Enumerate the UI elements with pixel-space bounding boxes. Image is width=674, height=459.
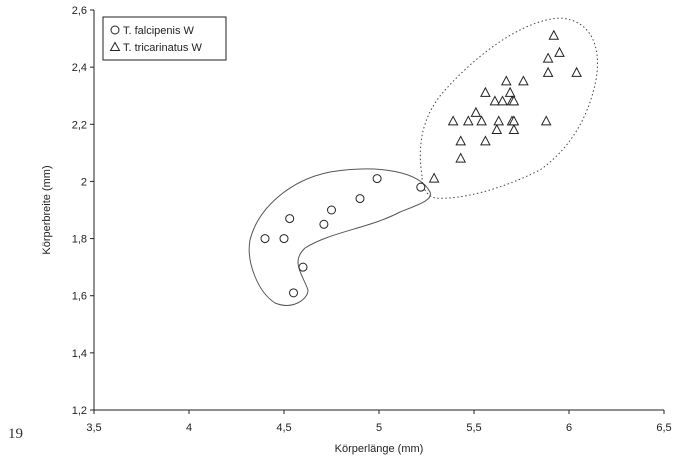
tricarinatus-point (447, 115, 459, 126)
y-tick-label: 2,6 (72, 5, 87, 17)
falcipenis-point (372, 174, 382, 184)
falcipenis-point (285, 214, 295, 224)
figure-number: 19 (8, 426, 23, 442)
data-points (260, 29, 582, 298)
y-tick-label: 1,4 (72, 348, 87, 360)
falcipenis-point (298, 262, 308, 272)
tricarinatus-point (462, 115, 474, 126)
tricarinatus-point (500, 75, 512, 86)
legend-box (102, 16, 227, 61)
tricarinatus-point (455, 152, 467, 163)
x-tick-label: 4,5 (276, 422, 291, 434)
tricarinatus-point (508, 95, 520, 106)
legend-label-falcipenis: T. falcipenis W (123, 25, 195, 37)
tricarinatus-point (489, 95, 501, 106)
legend-label-tricarinatus: T. tricarinatus W (123, 42, 202, 54)
cluster-outlines (248, 17, 598, 306)
x-tick-label: 3,5 (86, 422, 101, 434)
x-tick-label: 5 (376, 422, 382, 434)
y-tick-label: 2,2 (72, 119, 87, 131)
falcipenis-cluster-outline (248, 168, 431, 306)
tricarinatus-point (542, 52, 554, 63)
falcipenis-point (355, 194, 365, 204)
tricarinatus-point (504, 86, 516, 97)
tricarinatus-point (571, 66, 582, 77)
x-tick-label: 5,5 (466, 422, 481, 434)
y-tick-label: 1,2 (72, 405, 87, 417)
y-tick-label: 2,4 (72, 62, 87, 74)
y-tick-label: 2 (81, 176, 87, 188)
y-tick-label: 1,6 (72, 291, 87, 303)
tricarinatus-point (480, 86, 491, 97)
y-axis-title: Körperbreite (mm) (41, 165, 53, 254)
legend-triangle-icon (109, 41, 121, 51)
axis-ticks: 3,5 4 4,5 5 5,5 6 6,5 1,2 1,4 1,6 1,8 2 2,2 2,4 2,6 (72, 5, 672, 434)
tricarinatus-point (470, 106, 482, 117)
falcipenis-point (319, 219, 329, 229)
falcipenis-point (260, 234, 270, 244)
legend: T. falcipenis W T. tricarinatus W (102, 16, 227, 61)
tricarinatus-point (497, 95, 508, 106)
tricarinatus-point (548, 29, 560, 40)
y-tick-label: 1,8 (72, 234, 87, 246)
tricarinatus-point (455, 135, 467, 146)
tricarinatus-point (508, 123, 520, 134)
falcipenis-point (289, 288, 298, 298)
x-tick-label: 6,5 (656, 422, 671, 434)
axes (93, 10, 664, 411)
falcipenis-point (327, 205, 336, 215)
tricarinatus-point (480, 135, 491, 146)
tricarinatus-point (518, 75, 529, 86)
tricarinatus-point (491, 123, 503, 134)
tricarinatus-point (540, 115, 552, 126)
tricarinatus-point (554, 46, 565, 57)
x-tick-label: 6 (566, 422, 572, 434)
x-tick-label: 4 (186, 422, 192, 434)
legend-circle-icon (110, 25, 120, 35)
falcipenis-point (416, 182, 426, 192)
tricarinatus-point (476, 115, 487, 126)
tricarinatus-point (428, 172, 440, 183)
tricarinatus-point (508, 115, 520, 126)
tricarinatus-point (542, 66, 554, 77)
x-axis-title: Körperlänge (mm) (335, 443, 424, 455)
tricarinatus-point (493, 115, 505, 126)
tricarinatus-cluster-outline (419, 17, 598, 199)
falcipenis-point (279, 234, 289, 244)
